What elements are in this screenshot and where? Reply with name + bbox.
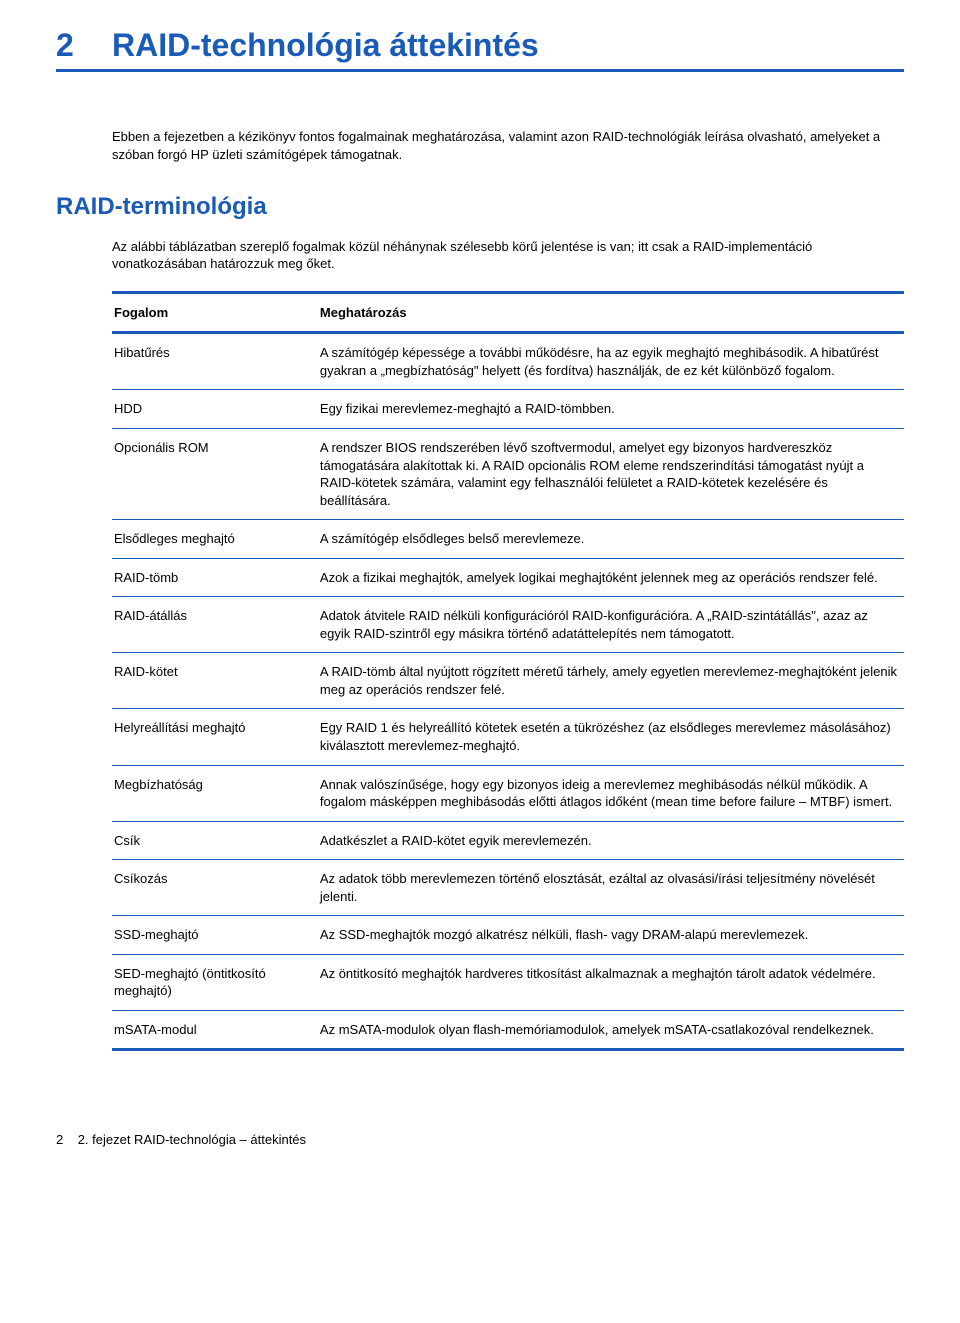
footer-page-number: 2 [56,1132,63,1147]
table-row: Opcionális ROMA rendszer BIOS rendszeréb… [112,428,904,519]
table-row: Helyreállítási meghajtóEgy RAID 1 és hel… [112,709,904,765]
table-row: HDDEgy fizikai merevlemez-meghajtó a RAI… [112,390,904,429]
term-cell: Csíkozás [112,860,318,916]
term-cell: SED-meghajtó (öntitkosító meghajtó) [112,954,318,1010]
term-cell: RAID-kötet [112,653,318,709]
chapter-header: 2RAID-technológia áttekintés [56,24,904,72]
term-cell: Opcionális ROM [112,428,318,519]
term-cell: Megbízhatóság [112,765,318,821]
table-row: HibatűrésA számítógép képessége a tovább… [112,333,904,390]
term-cell: Csík [112,821,318,860]
table-row: RAID-kötetA RAID-tömb által nyújtott rög… [112,653,904,709]
term-cell: mSATA-modul [112,1010,318,1050]
table-row: CsíkozásAz adatok több merevlemezen tört… [112,860,904,916]
table-header-row: Fogalom Meghatározás [112,292,904,333]
chapter-title: RAID-technológia áttekintés [112,27,539,63]
chapter-number: 2 [56,24,112,67]
definition-cell: A számítógép képessége a további működés… [318,333,904,390]
definition-cell: Egy fizikai merevlemez-meghajtó a RAID-t… [318,390,904,429]
definition-cell: Azok a fizikai meghajtók, amelyek logika… [318,558,904,597]
definition-cell: Az öntitkosító meghajtók hardveres titko… [318,954,904,1010]
table-row: Elsődleges meghajtóA számítógép elsődleg… [112,520,904,559]
table-row: MegbízhatóságAnnak valószínűsége, hogy e… [112,765,904,821]
section-intro: Az alábbi táblázatban szereplő fogalmak … [112,238,904,273]
header-definition: Meghatározás [318,292,904,333]
definition-cell: Adatkészlet a RAID-kötet egyik merevleme… [318,821,904,860]
definition-cell: A RAID-tömb által nyújtott rögzített mér… [318,653,904,709]
table-row: RAID-tömbAzok a fizikai meghajtók, amely… [112,558,904,597]
definition-cell: Annak valószínűsége, hogy egy bizonyos i… [318,765,904,821]
term-cell: Helyreállítási meghajtó [112,709,318,765]
table-row: SSD-meghajtóAz SSD-meghajtók mozgó alkat… [112,916,904,955]
chapter-title-row: 2RAID-technológia áttekintés [56,24,904,67]
term-cell: RAID-átállás [112,597,318,653]
definition-cell: A számítógép elsődleges belső merevlemez… [318,520,904,559]
definition-cell: Adatok átvitele RAID nélküli konfiguráci… [318,597,904,653]
definition-cell: Az adatok több merevlemezen történő elos… [318,860,904,916]
header-term: Fogalom [112,292,318,333]
section-title: RAID-terminológia [56,191,904,223]
table-row: CsíkAdatkészlet a RAID-kötet egyik merev… [112,821,904,860]
definition-cell: A rendszer BIOS rendszerében lévő szoftv… [318,428,904,519]
chapter-intro: Ebben a fejezetben a kézikönyv fontos fo… [112,128,904,163]
table-row: SED-meghajtó (öntitkosító meghajtó)Az ön… [112,954,904,1010]
definition-cell: Az mSATA-modulok olyan flash-memóriamodu… [318,1010,904,1050]
term-cell: RAID-tömb [112,558,318,597]
term-cell: SSD-meghajtó [112,916,318,955]
term-cell: Elsődleges meghajtó [112,520,318,559]
definition-cell: Az SSD-meghajtók mozgó alkatrész nélküli… [318,916,904,955]
term-cell: HDD [112,390,318,429]
term-cell: Hibatűrés [112,333,318,390]
table-row: RAID-átállásAdatok átvitele RAID nélküli… [112,597,904,653]
table-row: mSATA-modulAz mSATA-modulok olyan flash-… [112,1010,904,1050]
page-footer: 2 2. fejezet RAID-technológia – áttekint… [56,1131,904,1149]
terminology-table: Fogalom Meghatározás HibatűrésA számítóg… [112,291,904,1052]
footer-label: 2. fejezet RAID-technológia – áttekintés [78,1132,306,1147]
definition-cell: Egy RAID 1 és helyreállító kötetek eseté… [318,709,904,765]
